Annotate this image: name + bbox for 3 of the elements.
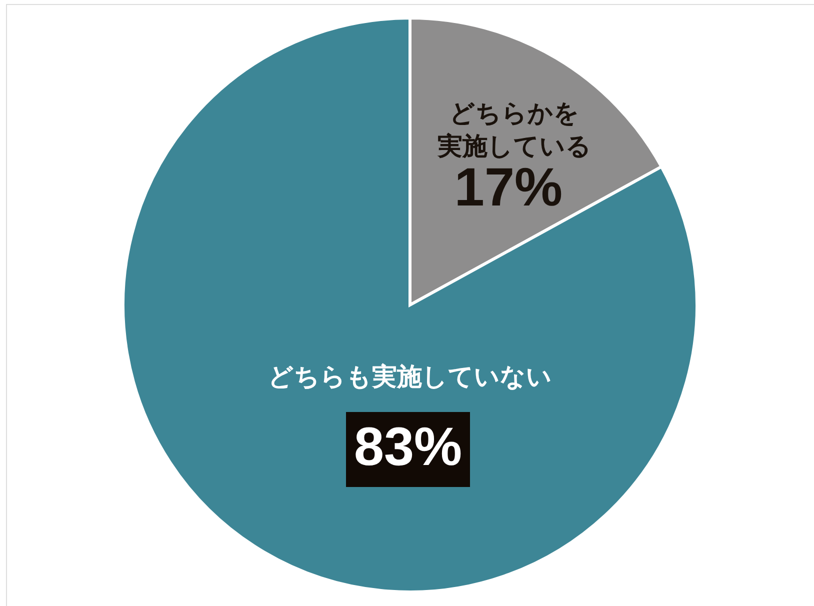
data-label: 83%	[354, 417, 462, 477]
slice-label: どちらも実施していない	[268, 362, 552, 391]
pie-slice	[122, 16, 698, 594]
